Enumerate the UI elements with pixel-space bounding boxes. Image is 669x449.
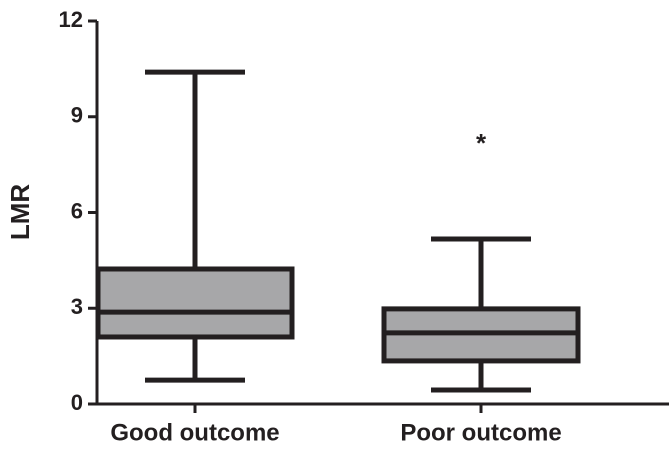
y-tick-label: 6 [71, 198, 83, 223]
y-tick-label: 9 [71, 103, 83, 128]
annotation: * [476, 128, 487, 158]
y-tick-label: 0 [71, 390, 83, 415]
y-axis-label: LMR [5, 184, 35, 241]
x-tick-label: Good outcome [110, 419, 279, 446]
y-tick-label: 3 [71, 294, 83, 319]
x-tick-label: Poor outcome [400, 419, 561, 446]
box [95, 266, 295, 340]
y-tick-label: 12 [59, 7, 83, 32]
